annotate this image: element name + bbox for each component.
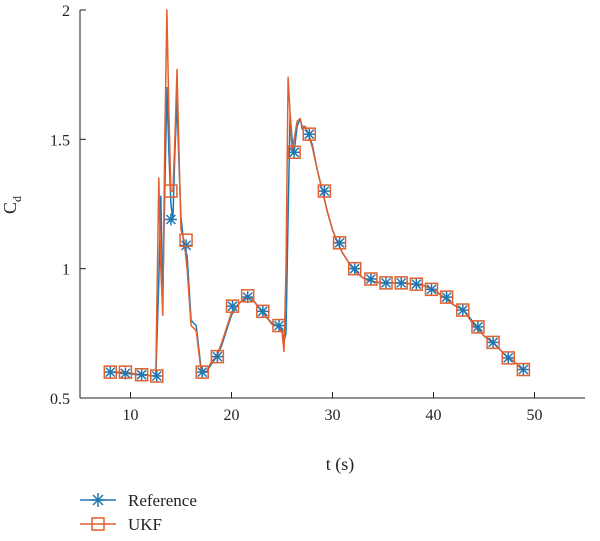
y-tick-label: 0.5 bbox=[50, 391, 70, 408]
legend-label-ukf: UKF bbox=[128, 515, 162, 534]
x-axis-label: t (s) bbox=[326, 454, 355, 475]
ukf-marker bbox=[471, 320, 485, 334]
reference-marker bbox=[196, 366, 209, 379]
reference-marker bbox=[318, 185, 331, 198]
legend-label-reference: Reference bbox=[128, 491, 197, 510]
legend-item-ukf: UKF bbox=[80, 515, 162, 534]
y-axis-label-subscript: d bbox=[10, 196, 24, 202]
reference-marker bbox=[380, 276, 392, 289]
x-tick-label: 30 bbox=[325, 407, 341, 424]
series-line-reference bbox=[110, 86, 523, 377]
reference-marker bbox=[150, 370, 163, 382]
reference-marker bbox=[502, 351, 515, 364]
ukf-marker bbox=[409, 277, 424, 291]
y-tick-label: 1 bbox=[62, 262, 70, 279]
ukf-marker bbox=[347, 261, 362, 276]
ukf-marker bbox=[210, 349, 225, 364]
ukf-marker bbox=[103, 365, 118, 379]
reference-marker bbox=[364, 273, 377, 285]
ukf-marker bbox=[256, 304, 270, 319]
legend-marker-ukf bbox=[91, 517, 105, 531]
ukf-marker bbox=[287, 145, 301, 160]
ukf-marker bbox=[302, 127, 317, 141]
series-layer bbox=[103, 9, 531, 383]
reference-marker bbox=[410, 278, 423, 291]
ukf-marker bbox=[225, 299, 240, 313]
reference-marker bbox=[333, 236, 346, 249]
reference-marker bbox=[471, 320, 484, 333]
ukf-marker bbox=[364, 272, 378, 286]
y-axis-label-main: C bbox=[0, 202, 20, 214]
reference-marker bbox=[487, 336, 500, 349]
series-line-ukf bbox=[110, 9, 523, 377]
ukf-marker bbox=[272, 318, 286, 333]
reference-marker bbox=[395, 276, 408, 289]
x-tick-label: 20 bbox=[224, 407, 240, 424]
ukf-marker bbox=[317, 184, 332, 198]
legend: Reference UKF bbox=[80, 491, 197, 534]
reference-marker bbox=[288, 146, 301, 159]
reference-marker bbox=[226, 300, 239, 313]
y-tick-label: 1.5 bbox=[50, 132, 70, 149]
reference-marker bbox=[456, 304, 469, 317]
reference-marker bbox=[119, 367, 132, 380]
ukf-marker bbox=[516, 362, 531, 377]
ukf-marker bbox=[179, 233, 193, 247]
reference-marker bbox=[303, 128, 316, 141]
ukf-marker bbox=[332, 236, 347, 250]
x-tick-label: 10 bbox=[123, 407, 139, 424]
legend-item-reference: Reference bbox=[80, 491, 197, 510]
ukf-marker bbox=[164, 184, 178, 198]
ukf-marker bbox=[195, 365, 209, 379]
x-tick-label: 50 bbox=[527, 407, 543, 424]
reference-marker bbox=[348, 262, 361, 275]
ukf-marker bbox=[456, 303, 470, 317]
ukf-marker bbox=[394, 276, 408, 290]
ukf-marker bbox=[150, 369, 164, 383]
reference-marker bbox=[440, 291, 453, 304]
ukf-marker bbox=[486, 335, 500, 350]
reference-marker bbox=[135, 368, 148, 381]
y-axis-label: Cd bbox=[0, 196, 24, 214]
legend-marker-reference bbox=[91, 493, 105, 507]
reference-marker bbox=[273, 319, 285, 332]
reference-marker bbox=[164, 213, 177, 226]
reference-marker bbox=[180, 239, 193, 252]
ukf-marker bbox=[501, 351, 515, 365]
reference-marker bbox=[104, 366, 117, 379]
x-tick-label: 40 bbox=[426, 407, 442, 424]
ukf-marker bbox=[118, 365, 133, 379]
reference-marker bbox=[517, 363, 530, 376]
reference-marker bbox=[256, 305, 269, 318]
ukf-marker bbox=[424, 282, 439, 297]
reference-marker bbox=[425, 283, 438, 296]
y-tick-label: 2 bbox=[62, 3, 70, 20]
ukf-marker bbox=[240, 289, 255, 303]
axes: 10 20 30 40 50 0.5 1 1.5 2 bbox=[50, 3, 585, 424]
ukf-marker bbox=[439, 290, 454, 304]
reference-marker bbox=[211, 350, 224, 363]
ukf-marker bbox=[134, 367, 149, 382]
ukf-marker bbox=[379, 276, 393, 290]
